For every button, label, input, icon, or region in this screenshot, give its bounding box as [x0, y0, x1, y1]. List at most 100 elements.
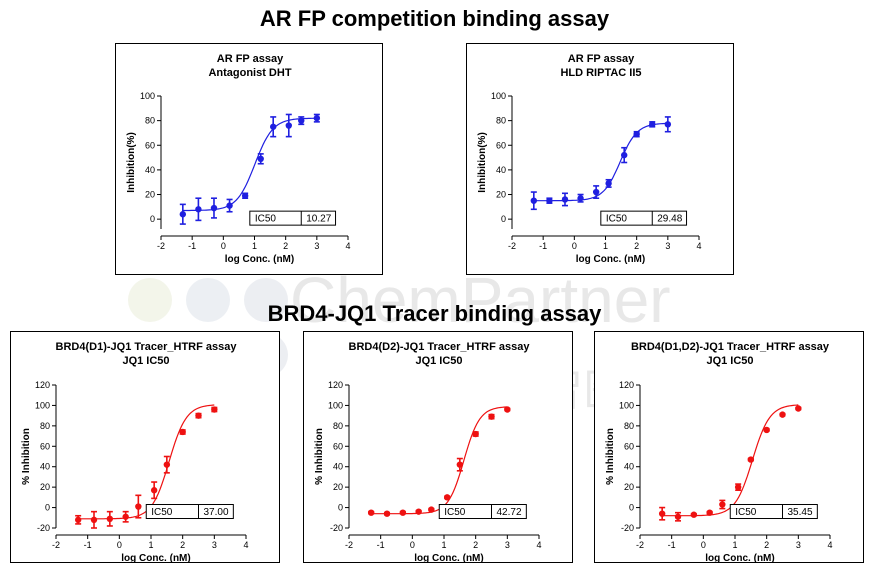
y-tick-label: 0 [150, 214, 155, 224]
data-point [179, 211, 187, 218]
data-point [658, 510, 666, 517]
chart-title: HLD RIPTAC II5 [560, 67, 641, 79]
data-point [179, 428, 186, 436]
x-tick-label: 2 [473, 540, 478, 550]
ic50-label: IC50 [255, 214, 277, 225]
y-tick-label: 60 [624, 441, 634, 451]
ic50-box [438, 504, 527, 520]
x-axis-label: log Conc. (nM) [414, 553, 483, 564]
x-tick-label: 3 [212, 540, 217, 550]
x-tick-label: 4 [827, 540, 832, 550]
ic50-box [600, 210, 688, 226]
chart-title: BRD4(D2)-JQ1 Tracer_HTRF assay [349, 341, 531, 353]
y-tick-label: 100 [328, 400, 343, 410]
x-tick-label: -1 [668, 540, 676, 550]
fit-curve [182, 117, 317, 212]
y-tick-label: 40 [624, 462, 634, 472]
fit-curve [78, 404, 215, 520]
x-tick-label: -2 [52, 540, 60, 550]
y-tick-label: 40 [145, 165, 155, 175]
x-tick-label: 2 [764, 540, 769, 550]
data-point [226, 202, 233, 209]
data-point [763, 426, 770, 434]
y-axis-label: Inhibition(%) [477, 132, 488, 193]
data-point [621, 151, 628, 159]
data-point [90, 516, 98, 524]
y-tick-label: -20 [37, 523, 50, 533]
ic50-value: 42.72 [497, 507, 522, 518]
data-point [605, 180, 612, 187]
ic50-value: 29.48 [657, 214, 682, 225]
ic50-label: IC50 [606, 214, 628, 225]
data-point [150, 487, 158, 494]
y-tick-label: 40 [333, 462, 343, 472]
data-point [472, 430, 479, 438]
x-axis-label: log Conc. (nM) [121, 553, 190, 564]
data-point [747, 456, 755, 463]
ic50-label: IC50 [151, 507, 173, 518]
data-point [577, 195, 584, 202]
y-tick-label: 120 [328, 380, 343, 390]
chart-svg: BRD4(D1,D2)-JQ1 Tracer_HTRF assay JQ1 IC5… [605, 341, 833, 564]
y-tick-label: 60 [333, 441, 343, 451]
data-point [504, 406, 511, 413]
section-title-ar: AR FP competition binding assay [259, 6, 610, 31]
y-tick-label: 40 [496, 165, 506, 175]
chart-title: AR FP assay [568, 53, 635, 65]
data-point [779, 411, 786, 418]
ic50-label: IC50 [444, 507, 466, 518]
x-tick-label: 1 [603, 241, 608, 251]
data-point [546, 197, 553, 204]
y-tick-label: 120 [619, 380, 634, 390]
x-tick-label: -2 [508, 241, 516, 251]
x-tick-label: 0 [117, 540, 122, 550]
ic50-value: 37.00 [204, 507, 229, 518]
data-point [298, 117, 305, 124]
y-tick-label: 20 [496, 190, 506, 200]
ic50-box [249, 210, 337, 226]
chart-panel-brd4-d1: BRD4(D1)-JQ1 Tracer_HTRF assay JQ1 IC50 -2… [10, 331, 280, 564]
x-tick-label: 2 [634, 241, 639, 251]
x-tick-label: 0 [701, 540, 706, 550]
y-tick-label: 60 [496, 140, 506, 150]
data-point [195, 412, 202, 419]
data-point [195, 206, 202, 213]
ic50-value: 10.27 [306, 214, 331, 225]
x-tick-label: 4 [243, 540, 248, 550]
fit-curve [371, 406, 508, 515]
data-point [285, 122, 292, 129]
x-axis-label: log Conc. (nM) [576, 254, 645, 265]
y-axis-label: % Inhibition [605, 428, 616, 485]
x-tick-label: 3 [505, 540, 510, 550]
chart-panel-ar-hld: AR FP assay HLD RIPTAC II5 0 20 40 60 80 100 -2-… [466, 43, 734, 275]
x-tick-label: -1 [539, 241, 547, 251]
data-point [383, 510, 391, 517]
data-point [674, 513, 682, 520]
ic50-label: IC50 [735, 507, 757, 518]
data-point [561, 196, 569, 203]
data-point [135, 503, 142, 510]
y-tick-label: 0 [45, 503, 50, 513]
data-point [795, 405, 802, 412]
chart-title: JQ1 IC50 [122, 355, 169, 367]
x-tick-label: 0 [410, 540, 415, 550]
y-tick-label: 0 [629, 503, 634, 513]
y-tick-label: 80 [333, 421, 343, 431]
y-tick-label: 0 [338, 503, 343, 513]
x-tick-label: 3 [314, 241, 319, 251]
data-point [633, 130, 640, 138]
ic50-value: 35.45 [788, 507, 813, 518]
y-tick-label: 120 [35, 380, 50, 390]
x-tick-label: -2 [157, 241, 165, 251]
x-tick-label: 4 [345, 241, 350, 251]
data-point [257, 155, 264, 163]
data-point [592, 188, 600, 196]
data-point [443, 494, 451, 501]
x-tick-label: 1 [732, 540, 737, 550]
chart-panel-ar-dht: AR FP assay Antagonist DHT 0 20 40 60 80 100 -2-… [115, 43, 383, 275]
y-tick-label: 60 [40, 441, 50, 451]
data-point [415, 508, 422, 515]
chart-title: AR FP assay [217, 53, 284, 65]
y-tick-label: 80 [496, 116, 506, 126]
y-tick-label: 40 [40, 462, 50, 472]
